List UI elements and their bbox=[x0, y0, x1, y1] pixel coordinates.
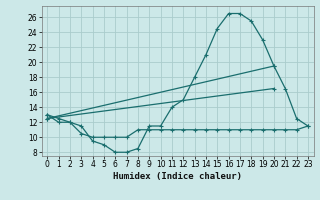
X-axis label: Humidex (Indice chaleur): Humidex (Indice chaleur) bbox=[113, 172, 242, 181]
